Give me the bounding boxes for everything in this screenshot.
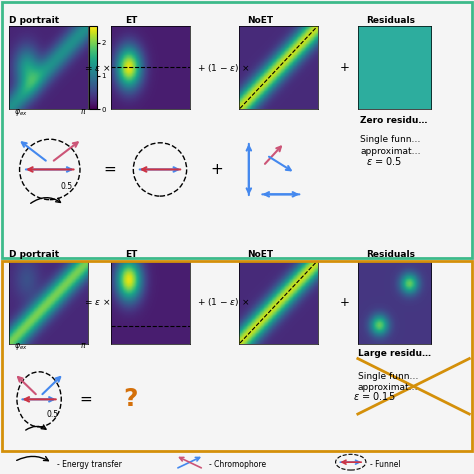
Text: $\varepsilon$ = 0.5: $\varepsilon$ = 0.5	[366, 155, 402, 167]
Text: +: +	[340, 296, 350, 309]
Text: + (1 − $\varepsilon$) ×: + (1 − $\varepsilon$) ×	[197, 296, 249, 308]
Text: - Energy transfer: - Energy transfer	[57, 460, 122, 469]
Text: - Funnel: - Funnel	[370, 460, 401, 469]
Text: - Chromophore: - Chromophore	[209, 460, 266, 469]
Text: $\pi$: $\pi$	[80, 341, 86, 350]
Text: Large residu…: Large residu…	[358, 349, 431, 358]
Text: approximat…: approximat…	[360, 146, 421, 155]
Text: = $\varepsilon$ ×: = $\varepsilon$ ×	[84, 297, 110, 307]
Text: NoET: NoET	[246, 16, 273, 25]
Text: =: =	[104, 162, 117, 177]
Text: D portrait: D portrait	[9, 16, 60, 25]
Text: Single funn…: Single funn…	[360, 135, 420, 144]
Text: $\varepsilon$ = 0.15: $\varepsilon$ = 0.15	[353, 390, 396, 402]
Text: approximat…: approximat…	[358, 383, 419, 392]
Text: $\pi$: $\pi$	[80, 107, 86, 116]
Text: +: +	[210, 162, 223, 177]
Text: D portrait: D portrait	[9, 250, 60, 259]
Text: ?: ?	[123, 387, 137, 411]
Text: ET: ET	[126, 16, 138, 25]
Text: Residuals: Residuals	[366, 16, 416, 25]
Text: + (1 − $\varepsilon$) ×: + (1 − $\varepsilon$) ×	[197, 62, 249, 73]
Text: =: =	[80, 392, 92, 407]
Text: Single funn…: Single funn…	[358, 372, 418, 381]
Text: 0.5: 0.5	[61, 182, 73, 191]
Text: Zero residu…: Zero residu…	[360, 116, 428, 125]
Text: +: +	[340, 61, 350, 74]
Text: $\varphi_{ex}$: $\varphi_{ex}$	[14, 107, 28, 118]
Text: 0.5: 0.5	[47, 410, 59, 419]
Text: Residuals: Residuals	[366, 250, 416, 259]
Text: = $\varepsilon$ ×: = $\varepsilon$ ×	[84, 63, 110, 73]
Text: ET: ET	[126, 250, 138, 259]
Text: NoET: NoET	[246, 250, 273, 259]
Text: $\varphi_{ex}$: $\varphi_{ex}$	[14, 341, 28, 352]
